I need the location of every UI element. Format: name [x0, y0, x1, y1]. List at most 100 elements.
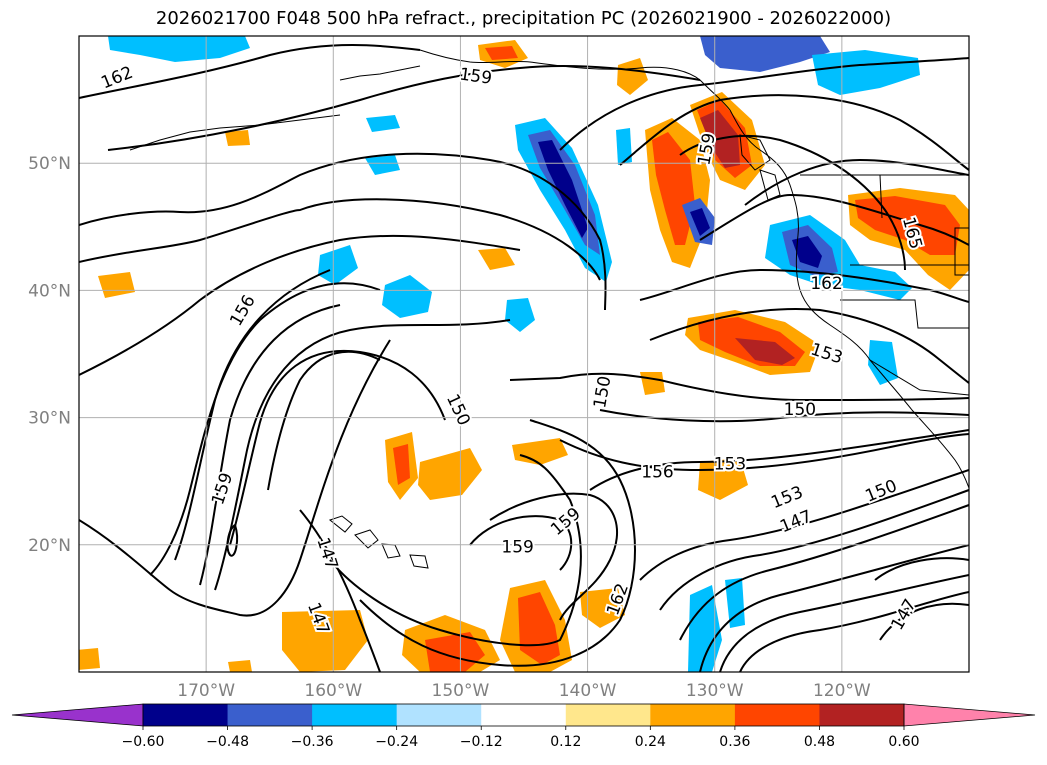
contour-line — [199, 304, 341, 586]
positive-area — [418, 448, 482, 500]
colorbar — [11, 703, 1036, 730]
coastline — [759, 169, 781, 201]
colorbar-label: −0.36 — [291, 734, 334, 750]
contour-line — [79, 152, 607, 311]
negative-area — [366, 115, 400, 132]
coastline — [739, 134, 771, 171]
colorbar-segment — [650, 704, 736, 726]
colorbar-label: −0.48 — [206, 734, 249, 750]
colorbar-segment — [819, 704, 905, 726]
colorbar-label: 0.60 — [888, 734, 919, 750]
longitude-label: 130°W — [686, 681, 744, 701]
negative-area — [868, 340, 898, 385]
border-line — [954, 227, 969, 276]
contour-line — [619, 94, 969, 171]
colorbar-segment — [565, 704, 651, 726]
colorbar-label: −0.24 — [375, 734, 418, 750]
colorbar-label: 0.12 — [550, 734, 581, 750]
positive-area — [735, 338, 795, 365]
colorbar-label: −0.60 — [122, 734, 165, 750]
negative-area — [108, 36, 250, 62]
contour-line — [214, 319, 511, 591]
latitude-label: 20°N — [28, 536, 71, 556]
positive-area — [282, 610, 368, 672]
longitude-label: 140°W — [559, 681, 617, 701]
contour-line — [79, 198, 601, 281]
positive-area — [225, 130, 250, 146]
negative-area — [690, 208, 710, 236]
contour-line — [589, 429, 969, 491]
coastline — [354, 529, 379, 549]
contour-line — [679, 504, 969, 641]
contour-line — [509, 372, 969, 402]
longitude-label: 120°W — [813, 681, 871, 701]
latitude-label: 30°N — [28, 409, 71, 429]
negative-area — [688, 585, 722, 672]
positive-area — [512, 438, 568, 465]
coastline — [328, 515, 353, 533]
contour-line — [229, 349, 446, 546]
negative-area — [812, 50, 920, 95]
positive-area — [518, 592, 560, 665]
colorbar-segment — [143, 704, 229, 726]
positive-area — [485, 46, 518, 60]
negative-area — [382, 275, 432, 318]
latitude-tick-labels: 50°N 40°N 30°N 20°N — [28, 154, 71, 556]
contour-label: 153 — [714, 455, 746, 475]
contour-line — [679, 134, 906, 271]
negative-area — [538, 140, 588, 238]
colorbar-extend-low — [11, 703, 144, 727]
contour-line — [329, 454, 582, 647]
colorbar-outline — [142, 703, 905, 727]
contour-label: 150 — [784, 400, 816, 420]
contour-line — [107, 64, 701, 151]
positive-area — [580, 588, 625, 628]
longitude-label: 160°W — [304, 681, 362, 701]
longitude-label: 170°W — [177, 681, 235, 701]
negative-area — [616, 128, 632, 165]
contour-line — [699, 193, 969, 246]
contour-line — [267, 350, 381, 491]
colorbar-extend-high — [903, 703, 1036, 727]
contour-line — [226, 524, 239, 557]
negative-area — [792, 236, 822, 268]
coastline — [129, 114, 341, 151]
colorbar-label: −0.12 — [460, 734, 503, 750]
graticule — [79, 36, 969, 672]
contour-line — [639, 469, 969, 581]
contour-line — [874, 557, 969, 581]
border-line — [869, 359, 969, 396]
positive-area — [393, 444, 410, 485]
colorbar-tick-labels: −0.60 −0.48 −0.36 −0.24 −0.12 0.12 0.24 0.36 0.4… — [122, 734, 920, 750]
longitude-label: 150°W — [432, 681, 490, 701]
contour-line — [469, 515, 573, 571]
contour-line — [699, 544, 969, 672]
positive-area — [228, 660, 252, 672]
longitude-tick-labels: 170°W 160°W 150°W 140°W 130°W 120°W — [177, 681, 871, 701]
contour-line — [79, 234, 521, 376]
colorbar-label: 0.24 — [635, 734, 666, 750]
contour-line — [299, 509, 381, 672]
positive-area — [425, 632, 485, 672]
border-line — [879, 174, 883, 219]
positive-area — [478, 248, 515, 270]
latitude-label: 40°N — [28, 281, 71, 301]
positive-area — [652, 132, 695, 245]
map-frame — [78, 35, 970, 673]
negative-area — [700, 36, 830, 72]
contour-line — [639, 268, 969, 303]
contour-line — [879, 602, 969, 641]
negative-area — [725, 578, 745, 628]
border-line — [840, 299, 969, 329]
coastline — [339, 65, 421, 81]
refractivity-contours — [79, 44, 969, 672]
colorbar-segment — [481, 704, 567, 726]
contour-line — [79, 44, 421, 99]
political-borders — [800, 174, 969, 396]
positive-area — [98, 272, 135, 298]
contour-label: 156 — [641, 462, 673, 482]
positive-area — [79, 648, 100, 670]
contour-line — [719, 574, 969, 672]
colorbar-segment — [396, 704, 482, 726]
colorbar-segment — [227, 704, 313, 726]
